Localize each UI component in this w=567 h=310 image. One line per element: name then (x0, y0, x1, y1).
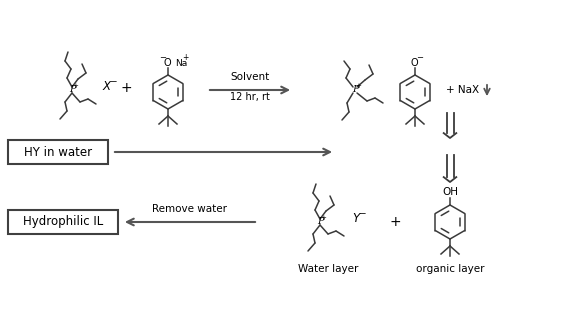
Text: −: − (159, 54, 167, 63)
FancyBboxPatch shape (8, 140, 108, 164)
Text: +: + (120, 81, 132, 95)
Text: −: − (109, 77, 117, 86)
FancyBboxPatch shape (8, 210, 118, 234)
Text: 12 hr, rt: 12 hr, rt (230, 92, 270, 102)
Text: +: + (320, 215, 327, 221)
Text: P: P (69, 86, 75, 95)
Text: +: + (182, 54, 188, 63)
Text: P: P (352, 86, 358, 95)
Text: + NaX: + NaX (446, 85, 479, 95)
Text: OH: OH (442, 187, 458, 197)
Text: +: + (73, 83, 78, 89)
Text: +: + (389, 215, 401, 229)
Text: HY in water: HY in water (24, 145, 92, 158)
Text: X: X (103, 81, 111, 94)
Text: O: O (410, 58, 418, 68)
Text: Hydrophilic IL: Hydrophilic IL (23, 215, 103, 228)
Text: Solvent: Solvent (230, 72, 270, 82)
Text: +: + (356, 83, 361, 89)
Text: Y: Y (353, 212, 359, 225)
Text: Na: Na (175, 59, 187, 68)
Text: −: − (417, 54, 424, 63)
Text: organic layer: organic layer (416, 264, 484, 274)
Text: Water layer: Water layer (298, 264, 358, 274)
Text: Remove water: Remove water (153, 204, 227, 214)
Text: O: O (163, 58, 171, 68)
Text: P: P (317, 218, 323, 227)
Text: −: − (358, 209, 366, 218)
